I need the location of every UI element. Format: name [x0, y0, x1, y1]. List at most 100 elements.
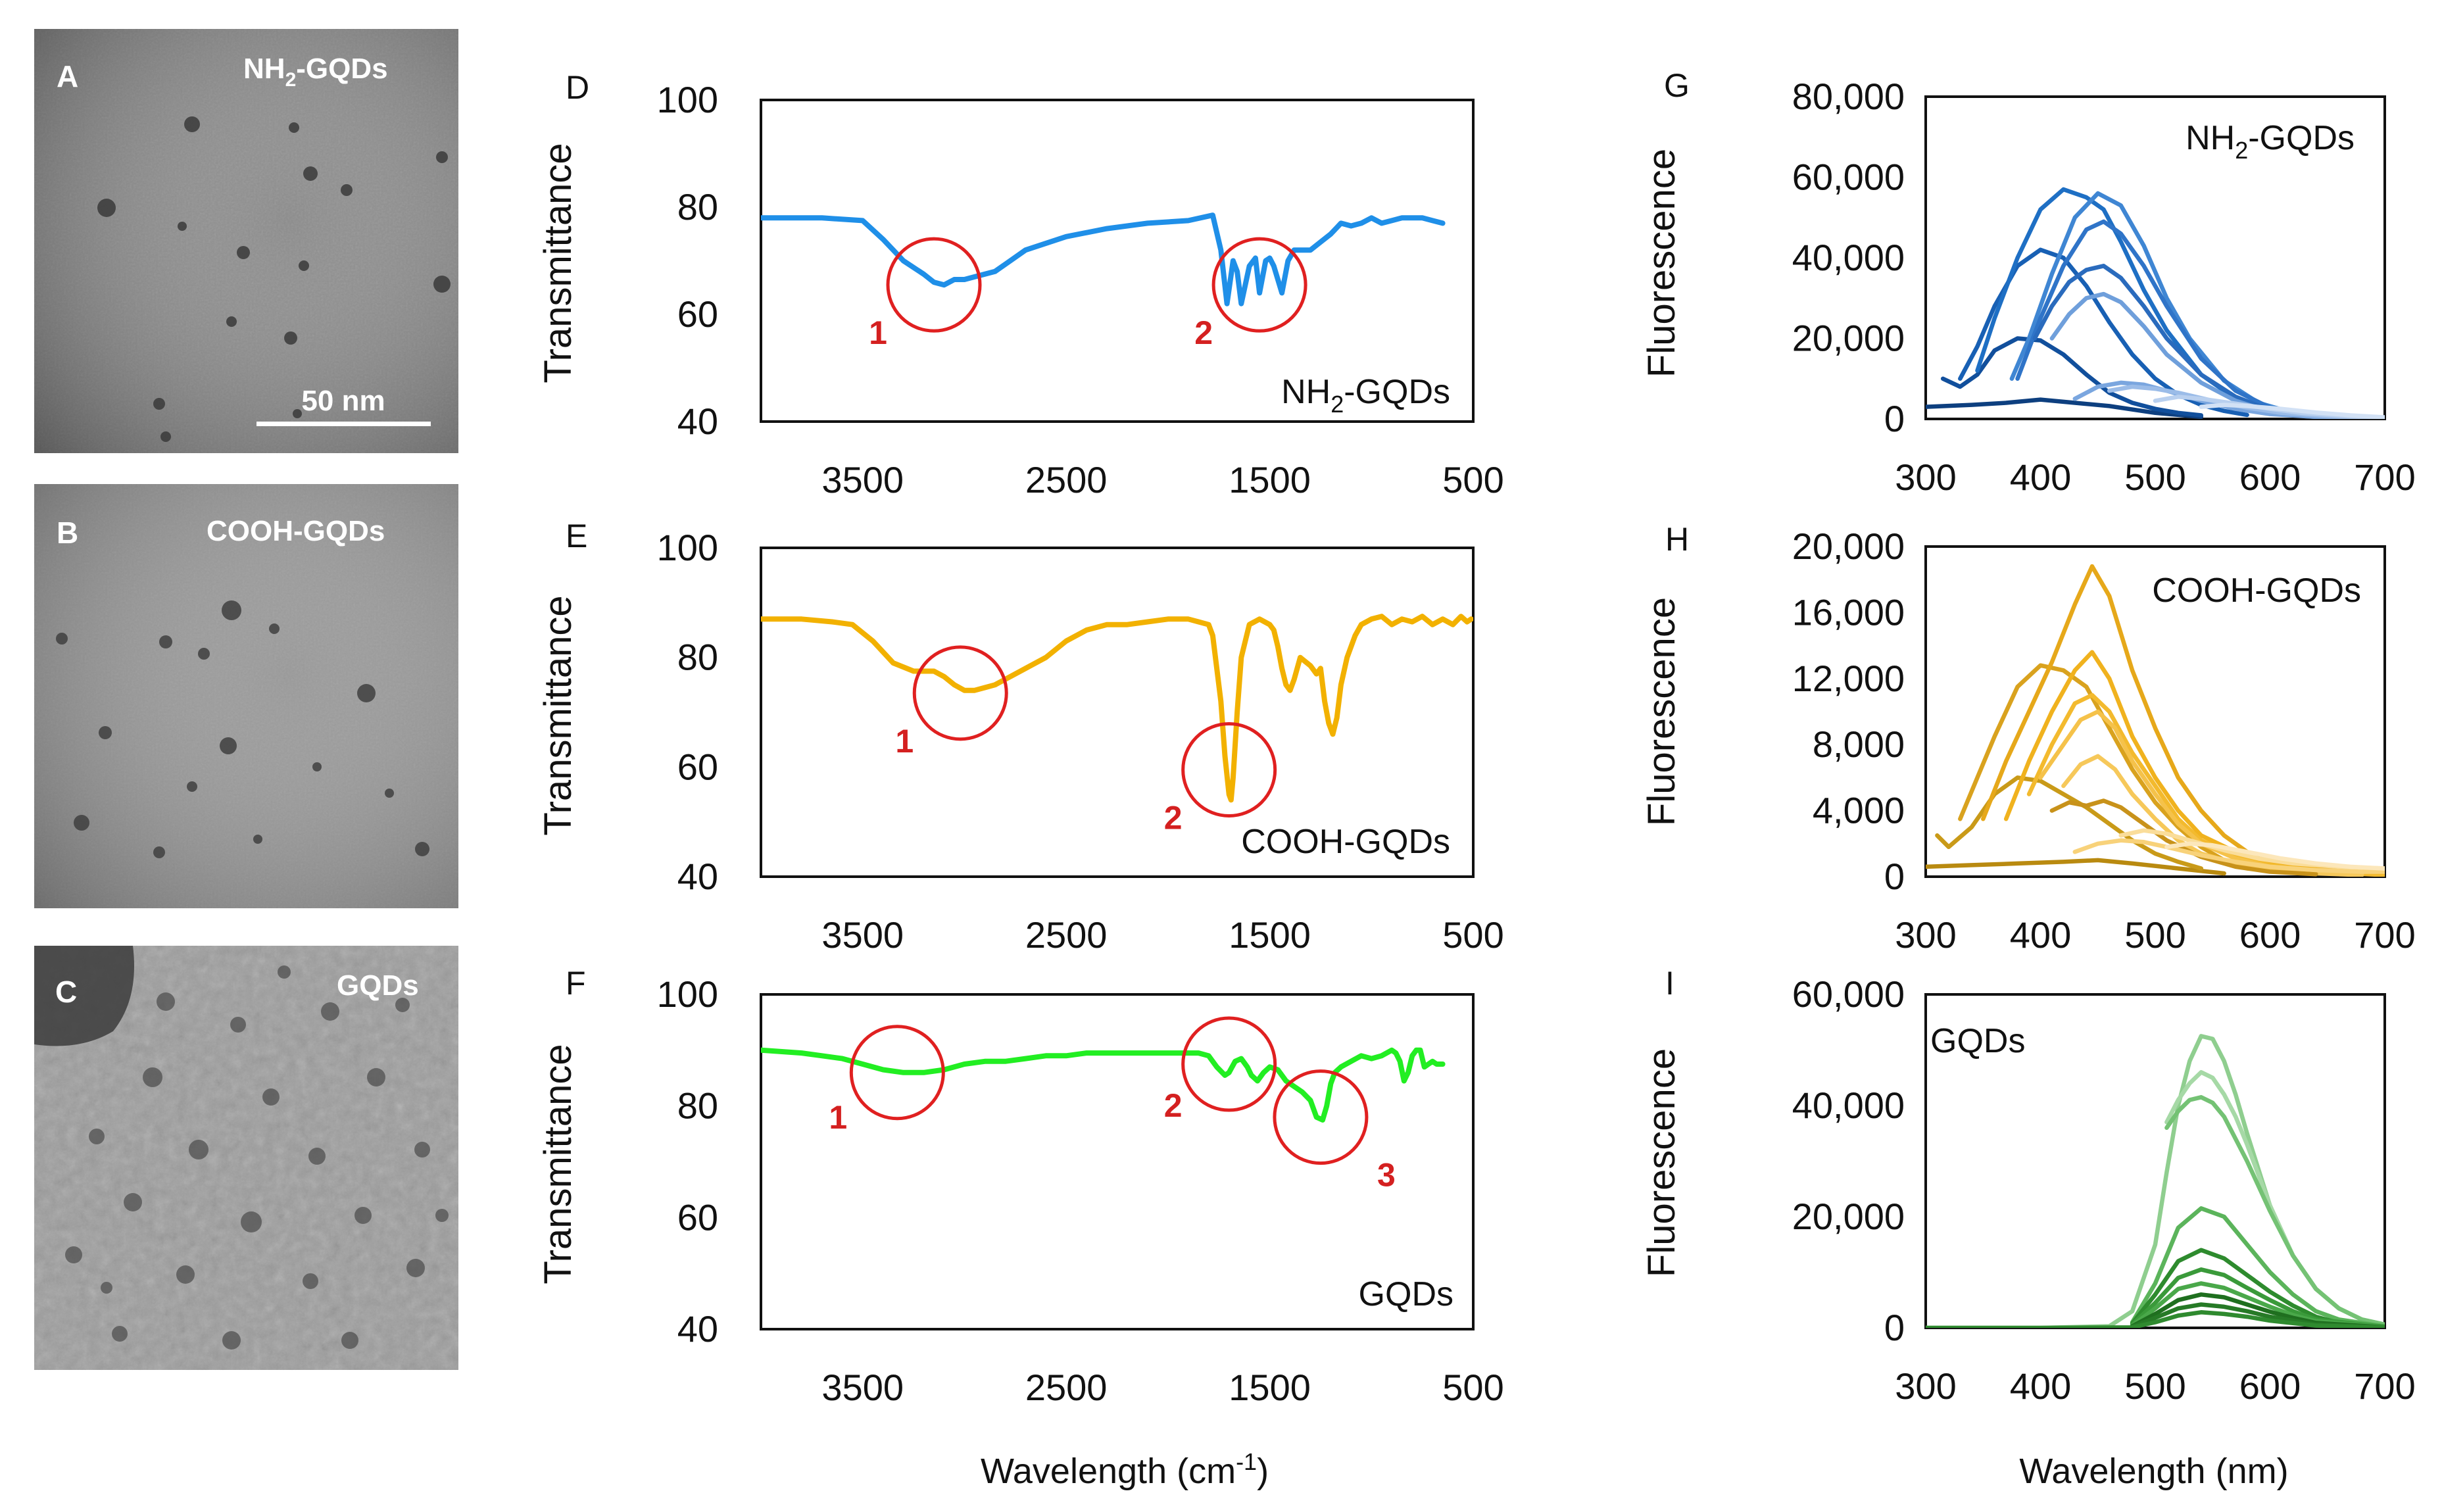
x-tick-label: 2500 — [1025, 914, 1108, 956]
plot-area — [1924, 993, 2386, 1329]
ftir-chart-e: E Transmittance 40 60 80 100 3500 2500 1500 500 1 2… — [537, 518, 1504, 956]
x-tick-label: 1500 — [1229, 914, 1311, 956]
ftir-chart-d: D Transmittance 40 60 80 100 3500 2500 1500 500 1 2… — [537, 69, 1504, 500]
annotation-circle — [1273, 1069, 1369, 1165]
panel-letter: G — [1664, 67, 1690, 104]
series-line — [1975, 187, 2330, 419]
y-tick-label: 20,000 — [1792, 525, 1905, 567]
y-tick-label: 40 — [677, 856, 718, 897]
series-group — [761, 1047, 1446, 1123]
fluorescence-chart-g: G Fluorescence 0 20,000 40,000 60,000 80,000 30… — [1640, 67, 2416, 498]
scale-bar-label: 50 nm — [301, 385, 385, 417]
series-line — [2130, 1267, 2385, 1328]
series-line — [761, 212, 1446, 306]
scale-bar — [256, 422, 431, 426]
series-legend-label: COOH-GQDs — [1241, 823, 1450, 861]
x-tick-label: 700 — [2354, 1365, 2415, 1407]
series-line — [2130, 1281, 2385, 1328]
series-line — [2009, 191, 2330, 419]
annotation-circle — [849, 1025, 945, 1121]
y-tick-label: 40,000 — [1792, 237, 1905, 278]
tem-panel-label: GQDs — [337, 969, 419, 1002]
x-tick-label: 300 — [1895, 914, 1956, 956]
series-legend-label: COOH-GQDs — [2152, 572, 2361, 610]
x-tick-label: 400 — [2010, 914, 2071, 956]
series-line — [2038, 709, 2364, 877]
x-tick-label: 400 — [2010, 1365, 2071, 1407]
x-tick-label: 500 — [1442, 1367, 1503, 1408]
x-tick-label: 2500 — [1025, 459, 1108, 500]
y-tick-label: 80 — [677, 637, 718, 678]
series-line — [1926, 858, 2226, 876]
tem-panel-label: NH2-GQDs — [243, 53, 388, 91]
y-axis-label: Fluorescence — [1640, 149, 1683, 378]
annotation-circle — [912, 645, 1008, 741]
annotation-number: 2 — [1164, 1087, 1183, 1124]
series-line — [1958, 247, 2249, 418]
series-group — [761, 614, 1473, 803]
annotation-circle — [1181, 1016, 1277, 1112]
y-tick-label: 40 — [677, 401, 718, 442]
annotation-number: 2 — [1194, 314, 1213, 351]
x-tick-label: 700 — [2354, 456, 2415, 498]
plot-area — [760, 993, 1475, 1330]
y-axis-label: Transmittance — [537, 1044, 579, 1284]
y-tick-label: 60 — [677, 1196, 718, 1238]
y-tick-label: 100 — [657, 973, 718, 1015]
series-line — [2130, 1292, 2385, 1328]
tem-panel-letter: C — [55, 975, 77, 1009]
series-line — [761, 1047, 1446, 1123]
panel-letter: E — [566, 518, 587, 554]
plot-area — [760, 99, 1475, 423]
y-tick-label: 60 — [677, 746, 718, 787]
series-line — [1935, 775, 2204, 871]
panel-letter: D — [566, 69, 589, 106]
x-tick-label: 500 — [2124, 1365, 2186, 1407]
series-group — [1926, 564, 2385, 877]
annotation-number: 1 — [829, 1099, 847, 1136]
series-group — [1926, 187, 2385, 419]
panel-letter: I — [1665, 965, 1674, 1002]
panel-letter: H — [1665, 521, 1689, 558]
y-axis-label: Transmittance — [537, 143, 579, 383]
x-tick-label: 500 — [2124, 914, 2186, 956]
series-line — [1940, 336, 2204, 418]
y-tick-label: 0 — [1884, 398, 1905, 439]
y-tick-label: 16,000 — [1792, 591, 1905, 633]
y-tick-label: 0 — [1884, 1307, 1905, 1348]
fluorescence-chart-i: I Fluorescence 0 20,000 40,000 60,000 300 400 50… — [1640, 965, 2416, 1407]
series-line — [2061, 754, 2364, 877]
annotation-number: 2 — [1164, 800, 1183, 837]
ftir-chart-f: F Transmittance 40 60 80 100 3500 2500 1500 500 1 2… — [537, 965, 1504, 1408]
y-tick-label: 12,000 — [1792, 658, 1905, 699]
y-tick-label: 20,000 — [1792, 318, 1905, 359]
tem-panel-letter: B — [57, 516, 78, 550]
x-tick-label: 400 — [2010, 456, 2071, 498]
x-tick-label: 500 — [1442, 914, 1503, 956]
series-line — [2164, 1095, 2385, 1327]
y-tick-label: 60 — [677, 293, 718, 335]
series-line — [1926, 1310, 2385, 1328]
series-legend-label: NH2-GQDs — [1281, 373, 1450, 418]
panel-letter: F — [566, 965, 586, 1002]
y-axis-label: Transmittance — [537, 595, 579, 835]
x-tick-label: 600 — [2239, 1365, 2301, 1407]
plot-area — [760, 547, 1475, 878]
x-tick-label: 300 — [1895, 456, 1956, 498]
x-tick-label: 500 — [1442, 459, 1503, 500]
series-legend-label: NH2-GQDs — [2186, 119, 2355, 164]
x-tick-label: 2500 — [1025, 1367, 1108, 1408]
tem-panel-label: COOH-GQDs — [207, 515, 385, 547]
y-axis-label: Fluorescence — [1640, 597, 1683, 826]
tem-panel-b: B COOH-GQDs — [34, 484, 458, 908]
y-tick-label: 40,000 — [1792, 1085, 1905, 1126]
x-tick-label: 3500 — [821, 1367, 904, 1408]
plot-area — [1924, 545, 2386, 878]
y-axis-label: Fluorescence — [1640, 1048, 1683, 1277]
x-tick-label: 600 — [2239, 914, 2301, 956]
x-tick-label: 300 — [1895, 1365, 1956, 1407]
x-tick-label: 500 — [2124, 456, 2186, 498]
tem-panel-a: A NH2-GQDs 50 nm — [34, 29, 458, 453]
y-tick-label: 0 — [1884, 856, 1905, 897]
